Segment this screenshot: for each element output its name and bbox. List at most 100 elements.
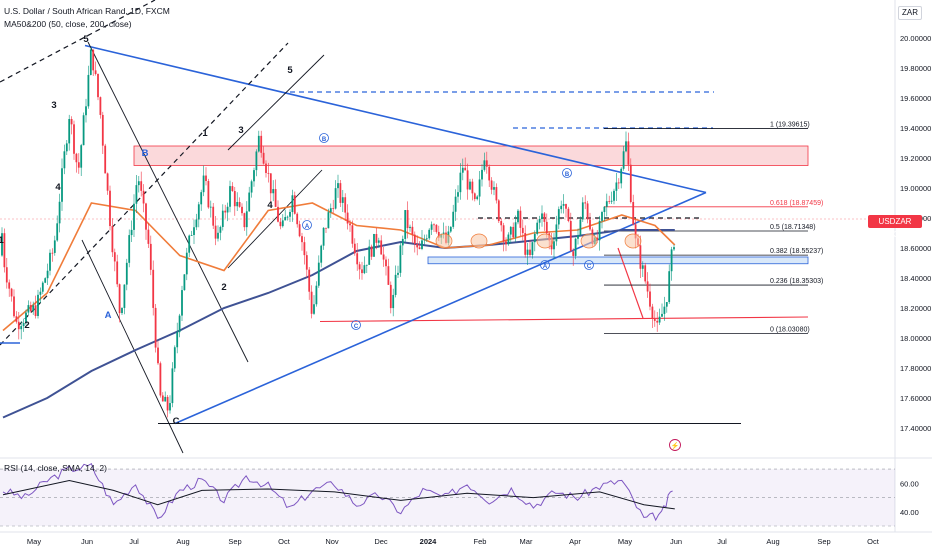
candle-body — [341, 197, 344, 203]
candle-body — [231, 186, 234, 192]
candle-body — [3, 233, 6, 268]
wave-label-circle — [319, 133, 329, 143]
time-tick-label: Jul — [717, 537, 727, 546]
candle-body — [656, 320, 659, 323]
candle-body — [298, 224, 301, 237]
candle-body — [423, 239, 426, 241]
candle-body — [58, 201, 61, 224]
candle-body — [613, 190, 615, 201]
wave-label: A — [305, 224, 310, 230]
candle-body — [248, 192, 251, 212]
fib-level-label: 0 (18.03080) — [770, 326, 810, 333]
candle-body — [353, 243, 356, 254]
last-price-value: 18.73610 — [878, 230, 912, 239]
candle-body — [123, 284, 126, 308]
candle-body — [272, 189, 275, 194]
candle-body — [646, 281, 649, 292]
candle-body — [375, 233, 378, 243]
candle-body — [101, 114, 104, 146]
candle-body — [517, 210, 519, 223]
candle-body — [205, 175, 207, 182]
price-tick-label: 19.80000 — [900, 64, 931, 73]
candle-body — [567, 208, 570, 222]
candle-body — [133, 203, 135, 230]
wave-label: A — [543, 264, 548, 270]
channel-dashed-line — [0, 0, 156, 83]
rsi-indicator-label[interactable]: RSI (14, close, SMA, 14, 2) — [4, 463, 107, 473]
candle-body — [469, 181, 471, 190]
candle-body — [483, 160, 486, 170]
price-tick-label: 18.60000 — [900, 244, 931, 253]
candle-body — [382, 254, 385, 260]
candle-body — [365, 264, 368, 266]
candle-body — [44, 278, 47, 283]
candle-body — [267, 172, 270, 174]
wave-label: 1 — [202, 128, 208, 139]
candle-body — [435, 224, 438, 232]
candle-body — [255, 151, 258, 171]
wave-label: 5 — [287, 65, 293, 76]
candle-body — [253, 170, 255, 182]
candle-body — [661, 313, 663, 317]
candle-body — [34, 305, 37, 316]
ma-indicator-label[interactable]: MA50&200 (50, close, 200, close) — [4, 19, 132, 29]
candle-body — [413, 234, 416, 244]
candle-body — [17, 321, 20, 330]
time-tick-label: Aug — [176, 537, 189, 546]
candle-body — [250, 181, 253, 193]
wave-label-circle — [302, 220, 312, 230]
candle-body — [385, 259, 387, 267]
wave-label: C — [354, 324, 359, 330]
time-tick-label: Aug — [766, 537, 779, 546]
candle-body — [653, 318, 656, 321]
wave-label-circle — [562, 168, 572, 178]
last-price-symbol: USDZAR — [878, 217, 912, 226]
candle-body — [608, 201, 611, 203]
wave-label: C — [587, 264, 592, 270]
candle-body — [668, 271, 671, 303]
rsi-tick-label: 60.00 — [900, 479, 919, 488]
candle-body — [260, 135, 263, 153]
triangle-upper-line — [84, 44, 707, 194]
candle-body — [565, 204, 567, 209]
candle-body — [404, 210, 407, 239]
candle-body — [562, 204, 565, 206]
candle-body — [178, 315, 181, 333]
candle-body — [197, 204, 200, 220]
currency-tag[interactable]: ZAR — [898, 6, 922, 20]
price-tick-label: 19.00000 — [900, 184, 931, 193]
candle-body — [281, 220, 284, 227]
candle-body — [13, 296, 15, 317]
supply-zone — [133, 145, 809, 166]
last-price-tag: USDZAR 18.73610 — [868, 215, 922, 239]
triangle-lower-line — [174, 191, 707, 425]
demand-band — [427, 256, 809, 265]
candle-body — [305, 255, 308, 270]
candle-body — [389, 284, 392, 309]
candle-body — [651, 306, 654, 319]
candle-body — [397, 272, 399, 275]
candle-body — [181, 290, 183, 316]
candle-body — [356, 253, 359, 265]
time-tick-label: Sep — [817, 537, 830, 546]
candle-body — [615, 182, 618, 191]
candle-body — [392, 294, 395, 309]
candle-body — [161, 395, 164, 402]
candle-body — [557, 209, 560, 225]
candle-body — [217, 232, 219, 239]
candle-body — [589, 219, 591, 230]
price-tick-label: 20.00000 — [900, 34, 931, 43]
candle-body — [601, 212, 603, 221]
candle-body — [481, 169, 483, 180]
price-tick-label: 19.60000 — [900, 94, 931, 103]
candle-body — [577, 235, 579, 239]
candle-body — [145, 203, 147, 230]
candle-body — [29, 305, 32, 312]
pivot-highlight — [435, 233, 453, 249]
candle-body — [437, 231, 440, 238]
candle-body — [409, 226, 411, 229]
candle-body — [574, 238, 577, 256]
fib-level-label: 1 (19.39615) — [770, 122, 810, 129]
candle-body — [121, 307, 123, 314]
